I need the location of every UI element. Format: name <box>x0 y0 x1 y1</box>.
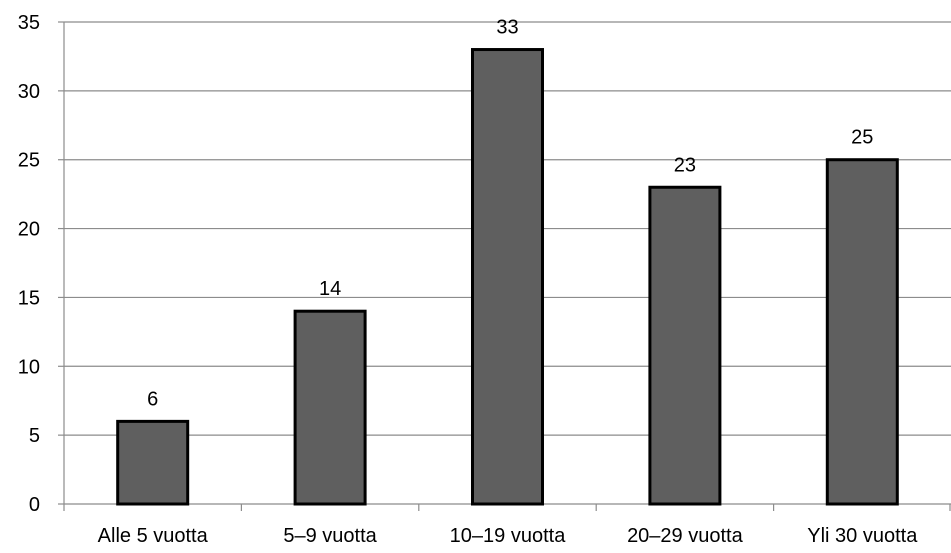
y-tick-label: 35 <box>18 12 40 34</box>
data-label: 14 <box>319 278 341 300</box>
y-tick-labels: 0 5 10 15 20 25 30 35 <box>18 12 40 516</box>
y-tick-label: 10 <box>18 356 40 378</box>
data-label: 25 <box>851 127 873 149</box>
y-tick-label: 30 <box>18 81 40 103</box>
bar[interactable] <box>116 419 190 506</box>
data-label: 6 <box>147 388 158 410</box>
x-tick-label: 10–19 vuotta <box>450 525 567 547</box>
bar[interactable] <box>293 309 367 506</box>
bar[interactable] <box>471 48 544 506</box>
data-labels: 6 14 33 23 25 <box>147 17 873 411</box>
x-tick-label: 20–29 vuotta <box>627 525 744 547</box>
bar[interactable] <box>825 158 899 506</box>
y-tick-label: 0 <box>29 494 40 516</box>
x-tick-label: Alle 5 vuotta <box>98 525 209 547</box>
y-tick-label: 5 <box>29 425 40 447</box>
y-tick-label: 20 <box>18 219 40 241</box>
x-tick-labels: Alle 5 vuotta 5–9 vuotta 10–19 vuotta 20–29… <box>98 525 919 547</box>
data-label: 33 <box>496 17 518 39</box>
x-tick-label: Yli 30 vuotta <box>807 525 918 547</box>
y-tick-label: 25 <box>18 150 40 172</box>
bars <box>116 48 899 506</box>
x-tick-label: 5–9 vuotta <box>283 525 377 547</box>
bar[interactable] <box>648 185 722 506</box>
y-tick-label: 15 <box>18 287 40 309</box>
data-label: 23 <box>674 154 696 176</box>
